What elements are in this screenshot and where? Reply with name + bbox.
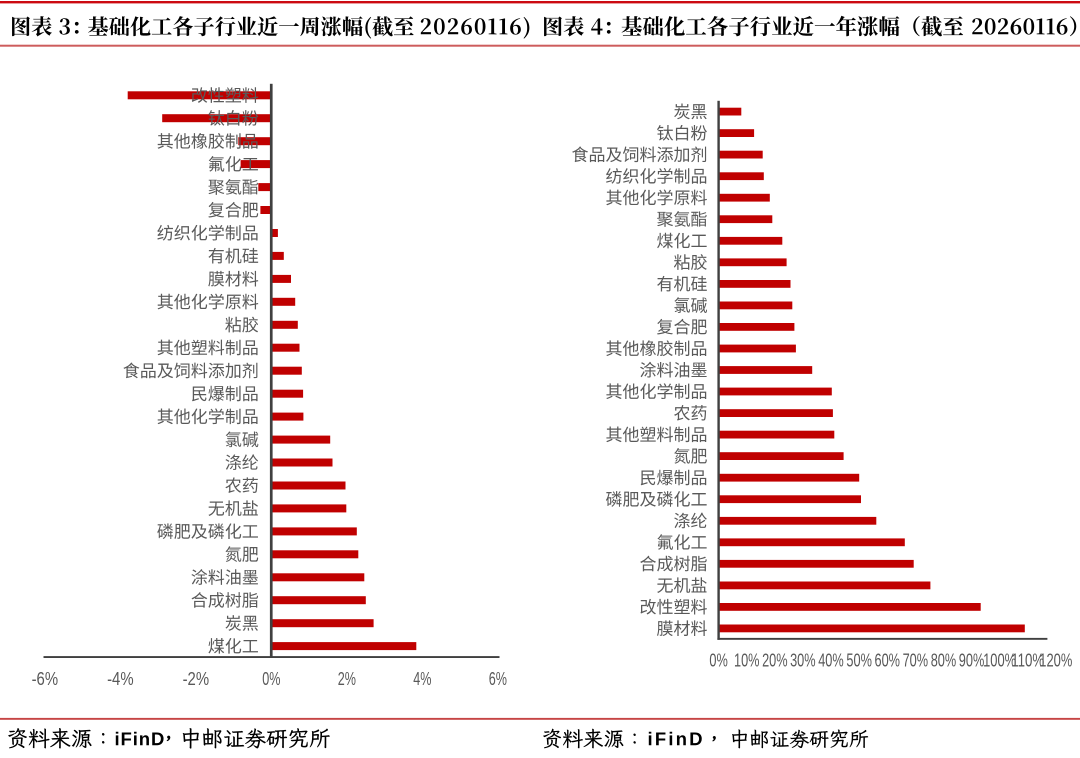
svg-text:-4%: -4%	[107, 669, 134, 689]
svg-text:2%: 2%	[338, 669, 356, 689]
svg-text:80%: 80%	[931, 650, 957, 670]
svg-text:4%: 4%	[413, 669, 431, 689]
svg-text:50%: 50%	[846, 650, 872, 670]
svg-text:6%: 6%	[489, 669, 507, 689]
svg-text:10%: 10%	[734, 650, 760, 670]
svg-text:70%: 70%	[903, 650, 929, 670]
svg-text:120%: 120%	[1039, 650, 1072, 670]
svg-text:110%: 110%	[1011, 650, 1044, 670]
svg-text:-2%: -2%	[183, 669, 210, 689]
svg-text:60%: 60%	[875, 650, 901, 670]
svg-text:-6%: -6%	[32, 669, 58, 689]
svg-text:30%: 30%	[790, 650, 816, 670]
svg-text:0%: 0%	[709, 650, 727, 670]
svg-text:90%: 90%	[959, 650, 985, 670]
svg-text:0%: 0%	[262, 669, 280, 689]
svg-text:20%: 20%	[762, 650, 788, 670]
svg-text:100%: 100%	[983, 650, 1016, 670]
svg-text:40%: 40%	[818, 650, 844, 670]
